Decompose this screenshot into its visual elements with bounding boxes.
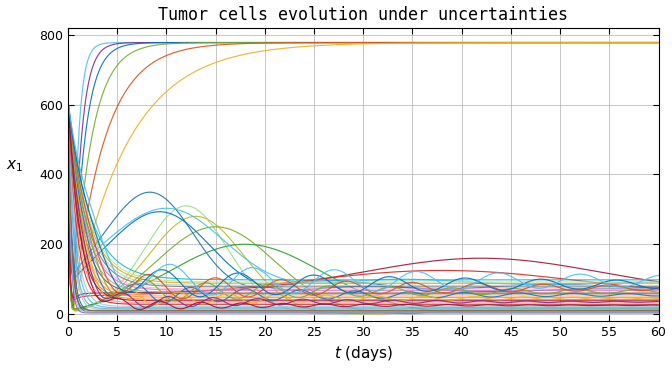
Y-axis label: $x_1$: $x_1$ (5, 159, 23, 175)
Title: Tumor cells evolution under uncertainties: Tumor cells evolution under uncertaintie… (158, 6, 569, 24)
X-axis label: $t$ (days): $t$ (days) (333, 344, 393, 363)
